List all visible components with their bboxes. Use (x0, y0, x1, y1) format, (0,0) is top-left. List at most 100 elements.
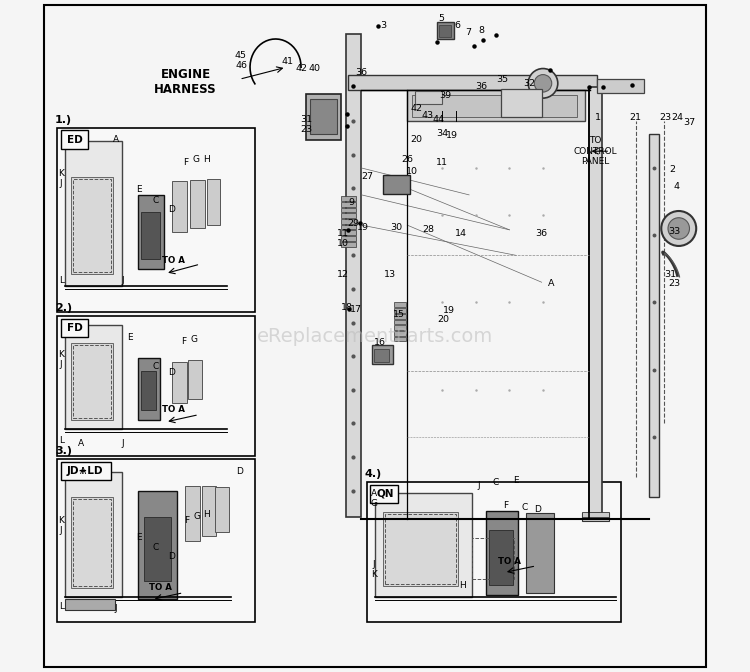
Bar (346, 34, 361, 517)
Bar (310, 99, 337, 134)
Text: 11: 11 (337, 229, 349, 239)
Text: J: J (60, 179, 62, 188)
Bar (185, 486, 200, 541)
Text: 36: 36 (536, 229, 548, 239)
Text: TO
CONTROL
PANEL: TO CONTROL PANEL (574, 136, 617, 166)
Text: 40: 40 (308, 64, 320, 73)
Text: 24: 24 (671, 113, 683, 122)
Text: J: J (60, 360, 62, 369)
Text: F: F (503, 501, 509, 510)
Bar (501, 89, 542, 117)
Bar (375, 493, 472, 597)
Text: 18: 18 (340, 303, 352, 312)
Bar (74, 179, 111, 272)
Text: 21: 21 (630, 113, 642, 122)
Text: E: E (513, 476, 519, 485)
Bar (172, 181, 187, 232)
Text: 42: 42 (295, 64, 307, 73)
Text: C: C (152, 542, 158, 552)
Text: D: D (169, 552, 176, 561)
Text: 31: 31 (664, 269, 676, 279)
Text: 42: 42 (411, 104, 423, 114)
Text: 1: 1 (595, 113, 601, 122)
Bar (394, 314, 406, 319)
Bar (188, 360, 202, 399)
Text: A: A (80, 467, 86, 476)
Text: 4.): 4.) (365, 469, 382, 479)
Text: 12: 12 (337, 269, 349, 279)
Bar (394, 302, 406, 307)
Text: TO A: TO A (162, 256, 184, 265)
Bar (341, 237, 356, 241)
Bar (64, 472, 122, 597)
Text: C: C (493, 478, 499, 487)
Text: K: K (58, 350, 64, 360)
Text: 14: 14 (455, 229, 467, 239)
Text: 11: 11 (436, 158, 448, 167)
Bar (341, 242, 356, 247)
Bar (61, 462, 111, 480)
Text: G: G (370, 499, 377, 509)
Bar (650, 134, 658, 497)
Bar (348, 75, 597, 90)
Text: 23: 23 (668, 279, 680, 288)
Text: 10: 10 (406, 167, 418, 176)
Text: 33: 33 (668, 227, 680, 237)
Bar (489, 530, 514, 585)
Bar (582, 513, 609, 521)
Bar (139, 358, 160, 420)
Circle shape (534, 75, 552, 92)
Text: 6: 6 (454, 21, 460, 30)
Bar (383, 175, 410, 194)
Bar (71, 177, 113, 274)
Bar (207, 179, 220, 225)
Bar (486, 511, 518, 595)
Text: G: G (192, 155, 199, 165)
Text: 5: 5 (438, 14, 444, 24)
Text: 41: 41 (282, 57, 294, 67)
Text: 36: 36 (475, 81, 488, 91)
Bar (439, 25, 451, 37)
Bar (64, 325, 122, 429)
Bar (341, 202, 356, 207)
Text: E: E (136, 533, 141, 542)
Text: A: A (370, 489, 376, 499)
Text: 17: 17 (350, 304, 362, 314)
Text: 26: 26 (401, 155, 413, 165)
Text: J: J (60, 526, 62, 536)
Bar (74, 499, 111, 586)
Bar (394, 308, 406, 313)
Text: J: J (115, 603, 118, 613)
Text: 30: 30 (391, 222, 403, 232)
Text: D: D (169, 205, 176, 214)
Text: F: F (183, 158, 188, 167)
Bar (394, 325, 406, 330)
Bar (139, 195, 164, 269)
Text: L: L (58, 435, 64, 445)
Bar (139, 491, 178, 599)
Bar (172, 362, 187, 403)
Text: 1.): 1.) (56, 115, 72, 125)
Bar (215, 487, 229, 532)
Text: E: E (136, 185, 141, 194)
Text: G: G (190, 335, 197, 344)
Text: 29: 29 (347, 218, 359, 228)
Text: C: C (152, 362, 158, 371)
Text: 37: 37 (683, 118, 695, 127)
Bar (385, 514, 456, 584)
Bar (71, 343, 113, 420)
Text: 13: 13 (384, 269, 396, 279)
Text: 35: 35 (496, 75, 508, 84)
Bar (202, 486, 217, 536)
Text: D: D (236, 467, 243, 476)
Text: 39: 39 (440, 91, 452, 100)
Bar (416, 91, 442, 104)
Circle shape (668, 218, 689, 239)
Text: A: A (548, 279, 554, 288)
Text: 23: 23 (301, 124, 313, 134)
Text: 20: 20 (437, 314, 449, 324)
Text: D: D (534, 505, 541, 514)
Text: 28: 28 (423, 225, 435, 235)
Text: 23: 23 (659, 113, 671, 122)
Bar (341, 230, 356, 235)
